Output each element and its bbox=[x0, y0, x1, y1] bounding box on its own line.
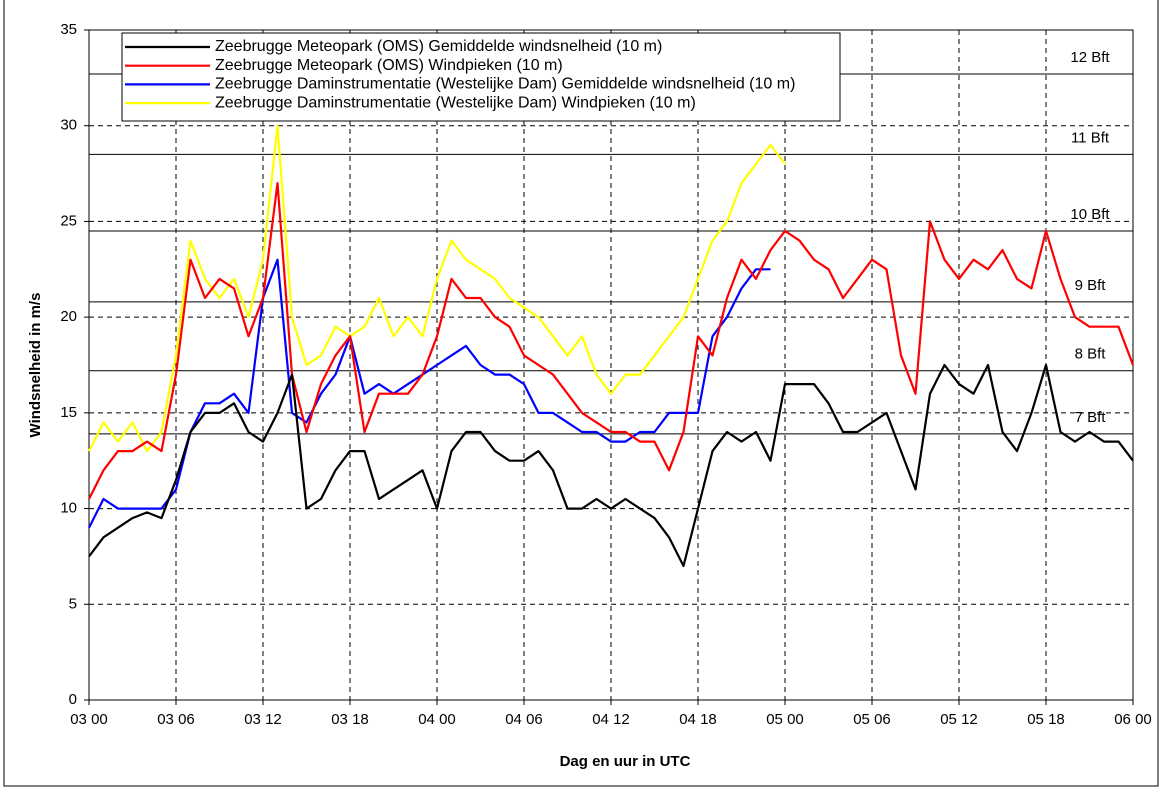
x-tick-label: 03 00 bbox=[70, 711, 108, 728]
legend-label: Zeebrugge Daminstrumentatie (Westelijke … bbox=[215, 94, 696, 111]
y-tick-label: 0 bbox=[69, 691, 77, 708]
y-axis-title: Windsnelheid in m/s bbox=[27, 293, 44, 438]
x-tick-label: 03 06 bbox=[157, 711, 195, 728]
series-line bbox=[88, 182, 1135, 500]
legend: Zeebrugge Meteopark (OMS) Gemiddelde win… bbox=[121, 32, 841, 122]
reference-label: 11 Bft bbox=[1071, 129, 1110, 146]
x-tick-label: 03 18 bbox=[331, 711, 369, 728]
reference-label: 8 Bft bbox=[1075, 346, 1107, 363]
x-tick-label: 03 12 bbox=[244, 711, 282, 728]
y-tick-label: 15 bbox=[60, 404, 77, 421]
x-tick-label: 04 12 bbox=[592, 711, 630, 728]
reference-label: 12 Bft bbox=[1070, 49, 1110, 66]
x-tick-label: 05 12 bbox=[940, 711, 978, 728]
legend-label: Zeebrugge Daminstrumentatie (Westelijke … bbox=[215, 76, 795, 93]
x-tick-label: 05 00 bbox=[766, 711, 804, 728]
x-axis-title: Dag en uur in UTC bbox=[560, 753, 691, 770]
series-line bbox=[88, 363, 1134, 568]
y-tick-label: 5 bbox=[69, 595, 77, 612]
series-lines bbox=[88, 124, 1135, 568]
legend-label: Zeebrugge Meteopark (OMS) Gemiddelde win… bbox=[215, 38, 662, 55]
reference-label: 7 Bft bbox=[1075, 409, 1107, 426]
x-tick-label: 04 18 bbox=[679, 711, 717, 728]
y-tick-label: 35 bbox=[60, 21, 77, 38]
y-tick-label: 25 bbox=[60, 212, 77, 229]
y-tick-label: 10 bbox=[60, 500, 77, 517]
x-tick-label: 05 06 bbox=[853, 711, 891, 728]
reference-label: 9 Bft bbox=[1075, 277, 1107, 294]
legend-label: Zeebrugge Meteopark (OMS) Windpieken (10… bbox=[215, 57, 563, 74]
x-tick-label: 04 06 bbox=[505, 711, 543, 728]
series-line bbox=[88, 124, 786, 453]
reference-label: 10 Bft bbox=[1070, 206, 1110, 223]
series-line bbox=[88, 258, 771, 529]
y-tick-label: 20 bbox=[60, 308, 77, 325]
x-tick-label: 05 18 bbox=[1027, 711, 1065, 728]
y-tick-label: 30 bbox=[60, 117, 77, 134]
x-tick-label: 06 00 bbox=[1114, 711, 1152, 728]
x-tick-label: 04 00 bbox=[418, 711, 456, 728]
legend-box bbox=[121, 32, 841, 122]
